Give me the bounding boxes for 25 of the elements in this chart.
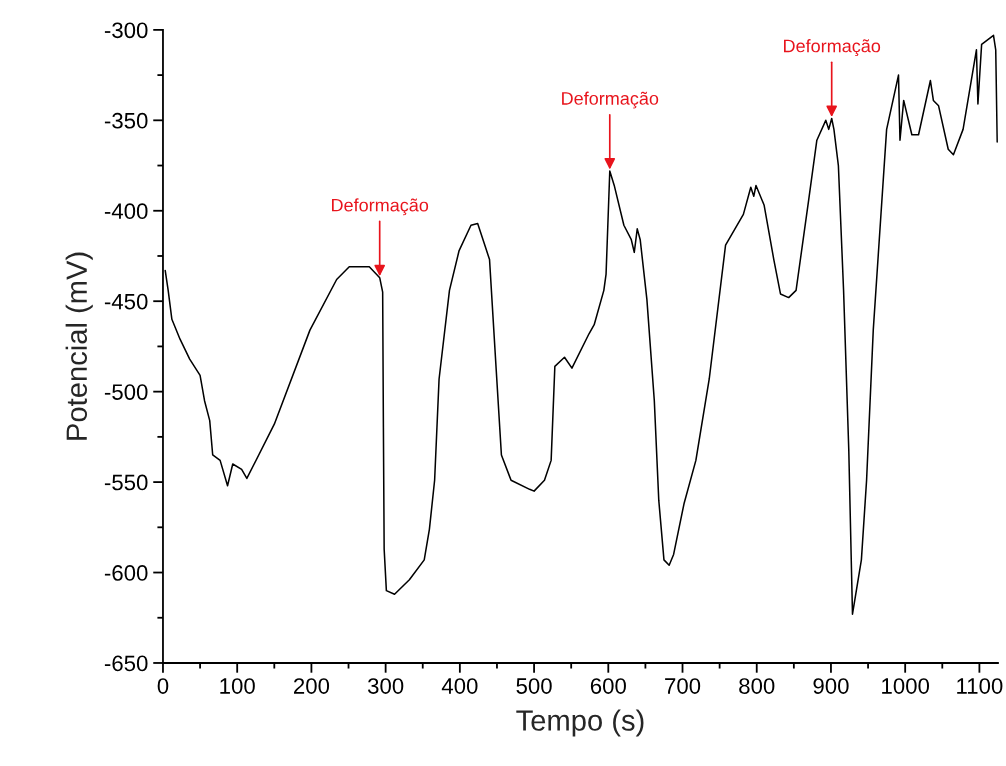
x-tick-label: 900 — [813, 678, 849, 694]
x-tick-label: 400 — [441, 678, 478, 694]
y-tick-label: -500 — [104, 384, 148, 400]
x-axis-title: Tempo (s) — [516, 709, 644, 737]
x-tick-label: 200 — [293, 678, 330, 694]
y-axis-title: Potencial (mV) — [65, 252, 93, 440]
x-tick-label: 600 — [590, 678, 626, 694]
y-tick-label: -300 — [104, 22, 148, 39]
y-tick-label: -550 — [104, 474, 148, 491]
x-tick-label: 1000 — [882, 678, 930, 694]
x-tick-label: 500 — [516, 678, 552, 694]
x-tick-label: 100 — [220, 678, 255, 694]
annotation: Deformação — [332, 198, 429, 216]
y-tick-label: -650 — [104, 655, 148, 672]
x-tick-label: 1100 — [957, 678, 1003, 694]
annotation: Deformação — [562, 91, 659, 109]
y-tick-label: -450 — [104, 293, 148, 310]
x-tick-label: 700 — [665, 678, 701, 694]
y-tick-label: -600 — [104, 565, 148, 581]
x-tick-label: 800 — [739, 678, 775, 694]
y-tick-label: -400 — [104, 203, 148, 220]
x-tick-label: 300 — [367, 678, 404, 694]
annotation: Deformação — [784, 39, 881, 57]
x-tick-label: 0 — [157, 678, 169, 694]
y-tick-label: -350 — [104, 112, 148, 129]
